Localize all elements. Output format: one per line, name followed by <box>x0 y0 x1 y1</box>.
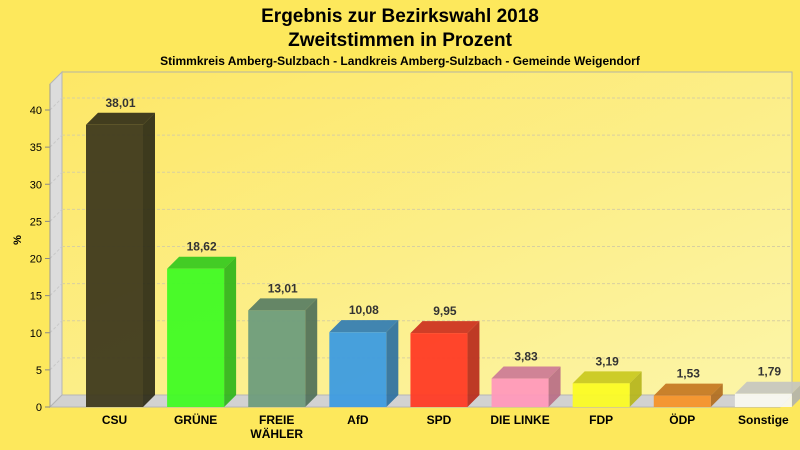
gridline-side <box>49 246 63 259</box>
bar-top <box>248 298 318 311</box>
gridline-side <box>49 134 63 148</box>
bar-side <box>548 366 561 407</box>
chart-subtitle: Zweitstimmen in Prozent <box>288 30 512 51</box>
bar-side <box>629 371 642 407</box>
x-tick-label: FDP <box>589 413 613 427</box>
bar-spd: 9,95 <box>410 304 480 407</box>
bar-side <box>791 385 800 407</box>
y-axis-ticks: 0 5 10 15 20 25 30 35 40 <box>30 84 51 414</box>
x-tick-label: WÄHLER <box>250 426 303 441</box>
bar-top <box>329 320 399 333</box>
y-tick-label: 15 <box>30 291 42 303</box>
bar-afd: 10,08 <box>329 303 399 407</box>
x-tick-label: SPD <box>427 413 452 427</box>
bar-top <box>572 371 642 384</box>
bar-freie-wähler: 13,01 <box>248 281 318 407</box>
bar-top <box>653 383 723 396</box>
bar-value-label: 1,53 <box>677 367 701 381</box>
y-tick-label: 10 <box>30 328 42 340</box>
bar-value-label: 38,01 <box>105 96 135 110</box>
y-tick-label: 0 <box>36 402 42 414</box>
y-tick-label: 25 <box>30 216 42 228</box>
bar-front <box>734 393 792 407</box>
gridline-side <box>49 320 63 334</box>
bar-ödp: 1,53 <box>653 367 723 407</box>
bar-side <box>143 112 155 407</box>
gridline-side <box>49 97 63 111</box>
bar-grüne: 18,62 <box>167 240 237 407</box>
bar-front <box>86 124 143 407</box>
chart-location: Stimmkreis Amberg-Sulzbach - Landkreis A… <box>160 54 641 68</box>
bar-front <box>329 332 387 407</box>
gridline-side <box>49 209 63 222</box>
bar-die-linke: 3,83 <box>491 350 561 407</box>
x-tick-label: ÖDP <box>669 412 695 427</box>
bar-side <box>305 298 318 407</box>
bar-side <box>710 383 723 407</box>
y-tick-label: 5 <box>36 365 42 377</box>
bar-top <box>410 321 480 334</box>
x-tick-label: FREIE <box>259 413 294 427</box>
bar-value-label: 1,79 <box>758 365 782 379</box>
bar-value-label: 13,01 <box>268 281 298 295</box>
bar-side <box>386 320 399 407</box>
bar-front <box>248 310 306 407</box>
bar-value-label: 18,62 <box>187 240 217 254</box>
chart-title: Ergebnis zur Bezirkswahl 2018 <box>261 6 539 27</box>
bar-side <box>224 256 237 407</box>
bar-top <box>167 256 237 269</box>
bar-csu: 38,01 <box>86 96 155 407</box>
bar-top <box>734 381 800 394</box>
bar-value-label: 3,83 <box>514 350 538 364</box>
bar-front <box>167 268 225 407</box>
x-tick-label: Sonstige <box>738 413 789 427</box>
bar-front <box>491 378 549 407</box>
bar-top <box>86 112 155 125</box>
y-tick-label: 20 <box>30 254 42 266</box>
x-tick-label: AfD <box>347 413 369 427</box>
bar-front <box>572 383 630 407</box>
gridline-side <box>49 283 63 296</box>
x-tick-label: CSU <box>102 413 127 427</box>
y-tick-label: 40 <box>30 105 42 117</box>
bar-value-label: 3,19 <box>595 354 619 368</box>
bars: 38,01 18,62 13,01 10,08 9,95 3,83 3,19 1,53 1,79 <box>86 96 800 407</box>
gridline-side <box>49 171 63 185</box>
plot-left-wall <box>49 70 63 409</box>
bar-value-label: 10,08 <box>349 303 379 317</box>
x-tick-label: GRÜNE <box>174 412 217 427</box>
bar-value-label: 9,95 <box>433 304 457 318</box>
bar-front <box>410 333 468 407</box>
bar-top <box>491 366 561 379</box>
y-tick-label: 35 <box>30 142 42 154</box>
y-axis-label: % <box>12 235 24 245</box>
bar-fdp: 3,19 <box>572 354 642 407</box>
y-tick-label: 30 <box>30 179 42 191</box>
gridline-side <box>49 357 63 371</box>
bar-sonstige: 1,79 <box>734 365 800 407</box>
bar-side <box>467 321 480 407</box>
x-tick-label: DIE LINKE <box>490 413 549 427</box>
bar-front <box>653 395 711 407</box>
